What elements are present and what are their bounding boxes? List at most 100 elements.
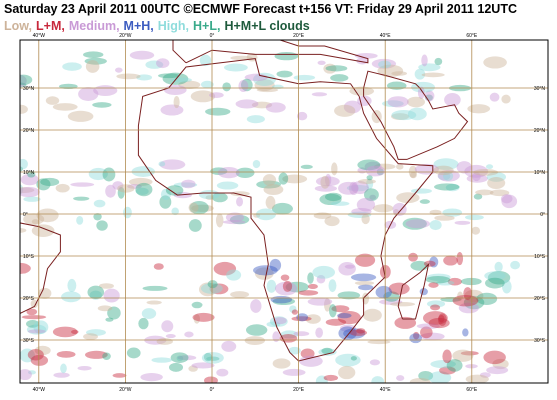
cloud bbox=[315, 327, 323, 338]
cloud bbox=[434, 57, 443, 66]
cloud bbox=[265, 102, 286, 113]
cloud bbox=[323, 63, 337, 74]
map-frame bbox=[19, 39, 549, 384]
cloud bbox=[285, 281, 309, 293]
cloud bbox=[254, 267, 274, 280]
cloud bbox=[442, 208, 463, 217]
cloud bbox=[236, 196, 244, 207]
cloud bbox=[452, 349, 474, 362]
cloud bbox=[238, 79, 249, 93]
cloud bbox=[156, 338, 173, 345]
cloud bbox=[38, 287, 52, 299]
cloud bbox=[369, 359, 381, 366]
cloud bbox=[296, 111, 308, 121]
cloud bbox=[366, 178, 374, 190]
cloud bbox=[229, 215, 250, 225]
cloud bbox=[107, 306, 121, 320]
cloud bbox=[27, 171, 36, 178]
cloud bbox=[26, 324, 47, 335]
cloud bbox=[439, 366, 456, 375]
cloud bbox=[282, 280, 293, 292]
cloud bbox=[27, 370, 36, 375]
cloud bbox=[71, 329, 79, 334]
cloud bbox=[201, 352, 224, 364]
lon-label: 60°E bbox=[466, 387, 478, 393]
legend-item: M+H, bbox=[124, 19, 154, 33]
cloud bbox=[402, 217, 427, 230]
cloud bbox=[159, 159, 186, 170]
cloud bbox=[273, 317, 287, 325]
cloud bbox=[135, 187, 149, 196]
cloud bbox=[216, 181, 239, 190]
cloud bbox=[56, 350, 76, 358]
cloud bbox=[418, 63, 441, 72]
cloud bbox=[460, 277, 482, 286]
cloud bbox=[434, 215, 455, 221]
cloud bbox=[146, 300, 162, 305]
lat-label: 20°S bbox=[23, 296, 35, 302]
cloud bbox=[324, 216, 340, 227]
cloud bbox=[430, 360, 456, 369]
cloud bbox=[31, 219, 40, 225]
cloud bbox=[358, 284, 374, 291]
cloud bbox=[30, 299, 38, 309]
cloud bbox=[176, 355, 184, 362]
cloud bbox=[312, 265, 336, 279]
cloud bbox=[328, 279, 337, 293]
cloud bbox=[223, 63, 248, 72]
cloud bbox=[207, 280, 218, 289]
cloud bbox=[338, 365, 356, 380]
cloud bbox=[349, 86, 375, 96]
cloud bbox=[93, 199, 106, 208]
cloud bbox=[492, 358, 509, 370]
cloud bbox=[256, 88, 279, 93]
cloud bbox=[388, 282, 410, 295]
cloud bbox=[117, 187, 125, 199]
cloud bbox=[205, 107, 231, 116]
cloud bbox=[335, 353, 361, 367]
cloud bbox=[464, 214, 484, 221]
cloud bbox=[471, 226, 481, 235]
lat-label: 10°S bbox=[534, 254, 546, 260]
cloud bbox=[173, 182, 198, 188]
lat-label: 30°N bbox=[534, 86, 546, 92]
cloud bbox=[128, 177, 153, 186]
lon-label: 20°W bbox=[119, 387, 132, 393]
cloud bbox=[421, 54, 428, 67]
cloud bbox=[158, 73, 180, 79]
cloud bbox=[298, 290, 319, 296]
cloud bbox=[362, 308, 382, 322]
cloud bbox=[191, 301, 203, 309]
title: Saturday 23 April 2011 00UTC ©ECMWF Fore… bbox=[4, 2, 517, 16]
cloud bbox=[20, 369, 32, 381]
cloud bbox=[429, 220, 442, 231]
cloud bbox=[323, 374, 339, 381]
cloud bbox=[115, 67, 123, 73]
cloud bbox=[20, 158, 28, 170]
map bbox=[20, 40, 548, 383]
cloud bbox=[409, 377, 431, 383]
cloud bbox=[221, 340, 237, 352]
cloud bbox=[409, 171, 417, 179]
lon-label: 20°W bbox=[119, 33, 132, 39]
cloud bbox=[30, 354, 49, 366]
cloud bbox=[226, 269, 242, 281]
cloud bbox=[230, 191, 250, 197]
cloud bbox=[83, 333, 98, 341]
cloud bbox=[153, 263, 164, 270]
cloud bbox=[390, 113, 410, 120]
cloud bbox=[199, 54, 212, 67]
cloud bbox=[20, 82, 27, 88]
cloud bbox=[204, 376, 218, 383]
cloud bbox=[501, 94, 511, 104]
lat-label: 20°N bbox=[23, 128, 35, 134]
cloud bbox=[210, 167, 228, 175]
lat-label: 10°N bbox=[23, 170, 35, 176]
cloud bbox=[485, 164, 494, 170]
cloud bbox=[429, 256, 439, 268]
cloud bbox=[23, 196, 41, 202]
cloud bbox=[319, 193, 342, 205]
cloud bbox=[305, 314, 321, 324]
cloud bbox=[371, 58, 397, 69]
cloud bbox=[307, 283, 318, 290]
